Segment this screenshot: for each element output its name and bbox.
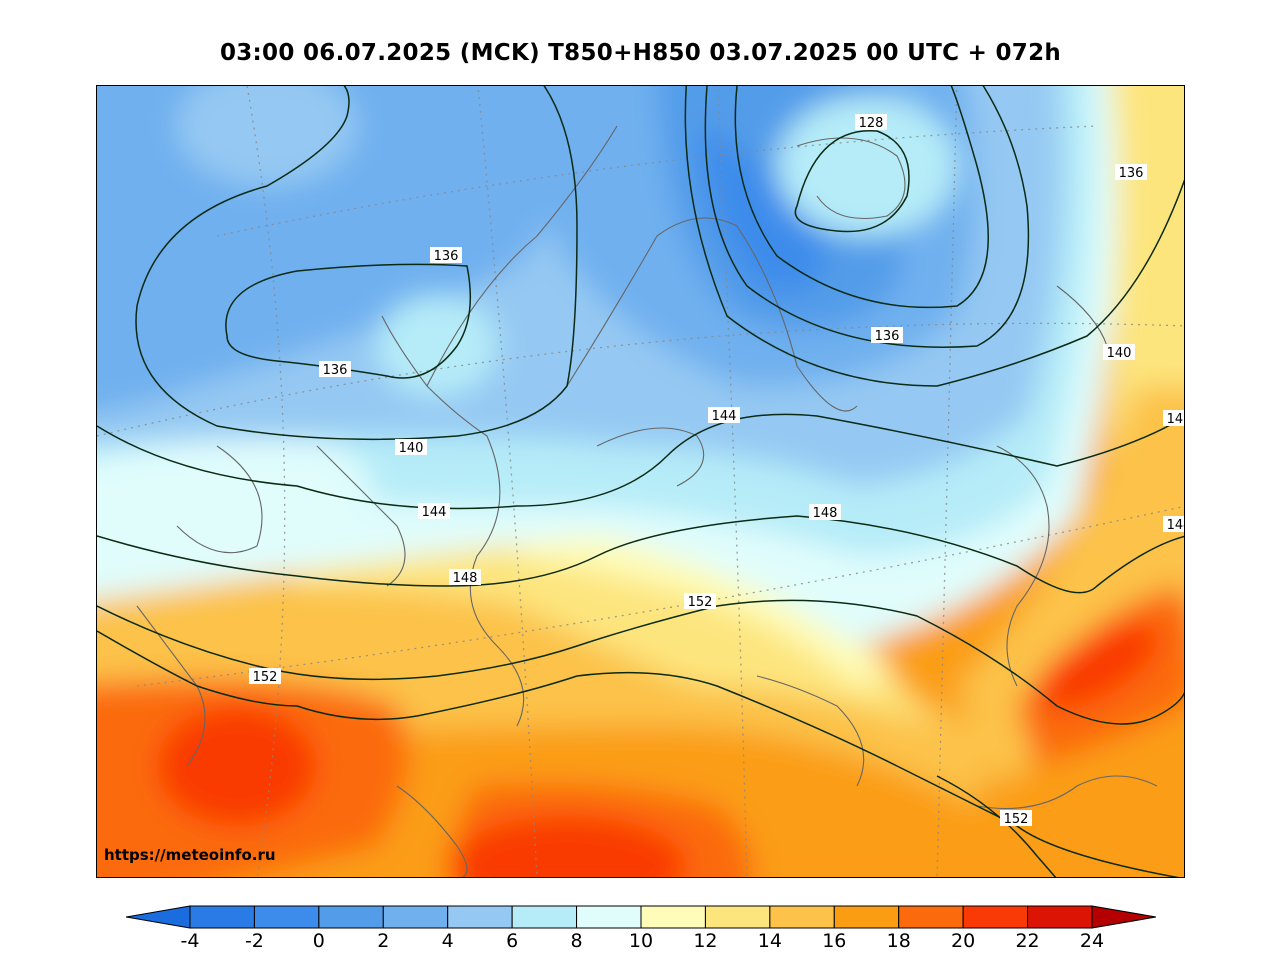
contour-label: 136	[1119, 166, 1144, 181]
contour-label: 128	[859, 116, 884, 131]
colorbar-segment	[1027, 905, 1093, 929]
colorbar-under-arrow	[126, 905, 191, 929]
contour-label: 140	[1167, 412, 1185, 427]
contour-label: 140	[399, 441, 424, 456]
colorbar-segment	[704, 905, 771, 929]
height-contours	[97, 86, 1184, 877]
contour-label: 144	[712, 409, 737, 424]
colorbar-tick-label: 24	[1079, 930, 1105, 952]
colorbar-tick-label: -2	[244, 930, 264, 952]
colorbar-segment	[769, 905, 835, 929]
contour-label: 136	[323, 363, 348, 378]
colorbar-tick-label: 14	[757, 930, 782, 952]
contour-label: 148	[453, 571, 478, 586]
colorbar-segment	[382, 905, 449, 929]
colorbar-tick-label: 4	[441, 930, 454, 952]
contour-label: 136	[875, 329, 900, 344]
source-url[interactable]: https://meteoinfo.ru	[104, 846, 276, 864]
colorbar-tick-label: 20	[951, 930, 976, 952]
map-canvas: 128 136 136 136 136 140 140 140 144 144 …	[97, 86, 1185, 877]
weather-map[interactable]: 128 136 136 136 136 140 140 140 144 144 …	[96, 85, 1185, 878]
contour-label: 140	[1107, 346, 1132, 361]
colorbar-segment	[640, 905, 706, 929]
colorbar-tick-label: 10	[628, 930, 654, 952]
contour-label: 136	[434, 249, 459, 264]
colorbar-tick-label: 6	[506, 930, 519, 952]
colorbar-tick-label: 0	[312, 930, 325, 952]
colorbar-tick-label: 8	[570, 930, 583, 952]
contour-label: 152	[1004, 812, 1029, 827]
colorbar-tick-label: -4	[180, 930, 200, 952]
colorbar-segment	[898, 905, 964, 929]
contour-label: 152	[688, 595, 713, 610]
map-title: 03:00 06.07.2025 (MCK) T850+H850 03.07.2…	[219, 40, 1062, 66]
colorbar-segment	[511, 905, 578, 929]
colorbar-segment	[833, 905, 900, 929]
colorbar-tick-label: 18	[886, 930, 911, 952]
colorbar-tick-label: 2	[377, 930, 390, 952]
colorbar-segment	[576, 905, 642, 929]
colorbar-over-arrow	[1091, 905, 1156, 929]
colorbar-segment	[447, 905, 513, 929]
colorbar	[126, 905, 1156, 929]
colorbar-tick-label: 12	[693, 930, 718, 952]
colorbar-segment	[962, 905, 1029, 929]
colorbar-tick-label: 22	[1015, 930, 1040, 952]
colorbar-segment	[318, 905, 384, 929]
contour-label: 144	[1167, 518, 1185, 533]
colorbar-segment	[253, 905, 320, 929]
coastlines	[136, 125, 1158, 877]
contour-label: 144	[422, 505, 447, 520]
colorbar-segment	[189, 905, 255, 929]
colorbar-tick-label: 16	[822, 930, 847, 952]
contour-label: 148	[813, 506, 838, 521]
contour-label-group: 128 136 136 136 136 140 140 140 144 144 …	[249, 114, 1185, 827]
contour-label: 152	[253, 670, 278, 685]
